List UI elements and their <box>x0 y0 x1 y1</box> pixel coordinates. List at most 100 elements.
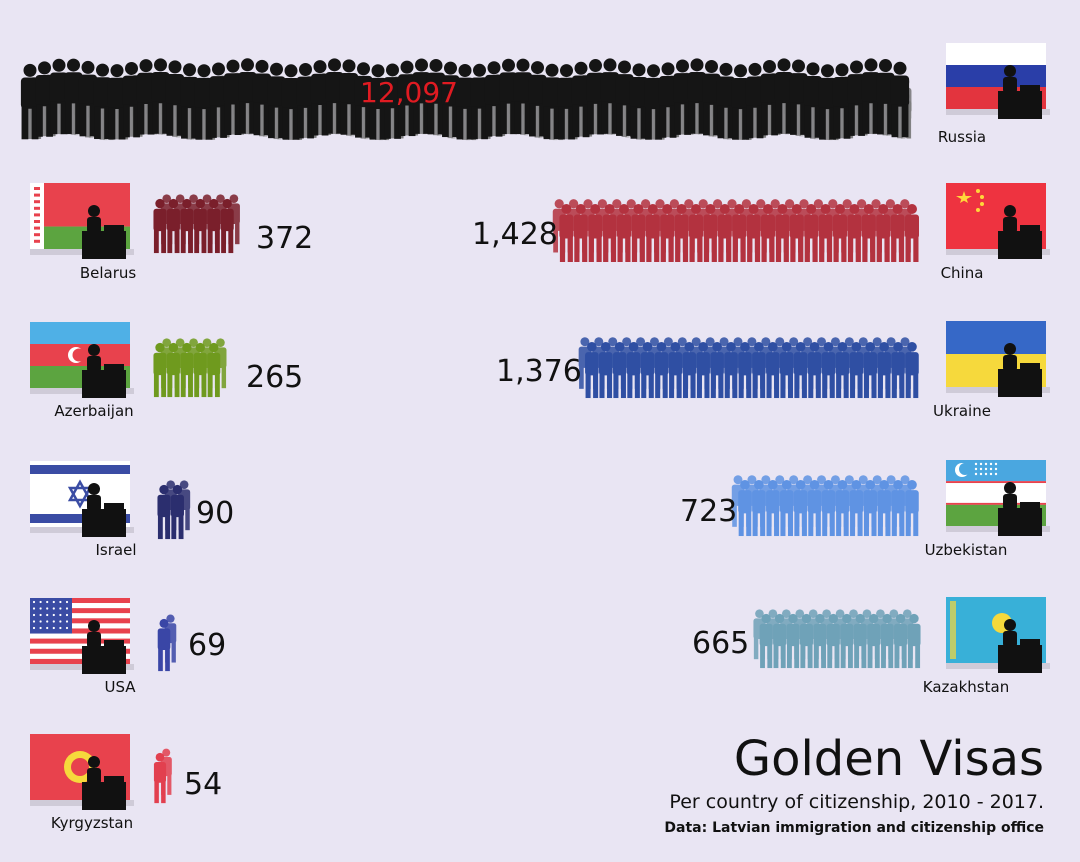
flag-kyrgyzstan <box>30 734 134 810</box>
person-icon-uzbekistan <box>766 479 780 537</box>
person-icon-china <box>617 204 631 262</box>
desk-icon <box>998 619 1042 673</box>
person-icon-russia <box>49 58 69 135</box>
person-icon-russia <box>281 64 301 140</box>
person-icon-china <box>660 204 675 262</box>
person-icon-china <box>631 204 646 262</box>
value-label-kyrgyzstan: 54 <box>184 767 223 802</box>
person-icon-russia <box>513 58 533 135</box>
person-icon-uzbekistan <box>779 479 794 537</box>
person-icon-ukraine <box>668 341 683 399</box>
person-icon-china <box>645 204 660 262</box>
person-icon-russia <box>731 64 750 140</box>
person-icon-ukraine <box>863 341 878 399</box>
flag-azerbaijan <box>30 322 134 398</box>
person-icon-kazakhstan <box>799 613 814 669</box>
person-icon-uzbekistan <box>877 479 891 537</box>
person-icon-russia <box>165 60 185 136</box>
person-icon-russia <box>876 59 895 135</box>
person-icon-russia <box>107 64 127 140</box>
desk-icon <box>998 65 1042 119</box>
person-icon-china <box>732 204 747 262</box>
person-icon-russia <box>455 64 475 140</box>
person-icon-russia <box>832 63 852 139</box>
person-icon-russia <box>615 60 634 136</box>
person-icon-russia <box>426 58 446 135</box>
chart-source: Data: Latvian immigration and citizenshi… <box>664 820 1044 836</box>
desk-icon <box>82 344 126 398</box>
person-icon-china <box>588 204 603 262</box>
person-icon-azerbaijan <box>193 342 207 398</box>
person-icon-russia <box>745 62 765 139</box>
country-label-kyrgyzstan: Kyrgyzstan <box>50 814 134 832</box>
person-icon-russia <box>93 63 112 140</box>
person-icon-russia <box>238 58 257 134</box>
person-icon-russia <box>20 63 40 140</box>
flag-belarus <box>30 183 134 259</box>
person-icon-russia <box>252 59 272 136</box>
value-label-russia: 12,097 <box>360 76 458 109</box>
person-icon-russia <box>542 63 562 140</box>
person-icon-russia <box>209 62 228 138</box>
person-icon-russia <box>78 60 98 137</box>
chart-title: Golden Visas <box>733 731 1044 787</box>
flag-usa <box>30 598 134 674</box>
person-icon-ukraine <box>682 341 697 399</box>
person-icon-kyrgyzstan <box>153 752 167 804</box>
person-icon-russia <box>890 61 910 138</box>
flag-uzbekistan <box>946 460 1050 536</box>
country-label-azerbaijan: Azerbaijan <box>54 402 134 420</box>
person-icon-ukraine <box>626 341 641 399</box>
person-icon-russia <box>687 58 707 134</box>
person-icon-russia <box>644 64 663 140</box>
person-icon-china <box>775 204 790 262</box>
country-label-uzbekistan: Uzbekistan <box>924 541 1008 559</box>
person-icon-ukraine <box>807 341 822 399</box>
value-label-kazakhstan: 665 <box>692 626 750 661</box>
desk-icon <box>82 620 126 674</box>
person-icon-usa <box>157 618 171 672</box>
person-icon-china <box>905 204 919 262</box>
person-icon-russia <box>267 62 286 139</box>
person-icon-kazakhstan <box>773 613 787 669</box>
country-label-kazakhstan: Kazakhstan <box>922 678 1010 696</box>
person-icon-belarus <box>220 198 234 254</box>
person-icon-kazakhstan <box>880 613 894 669</box>
person-icon-china <box>573 204 588 262</box>
person-icon-kazakhstan <box>867 613 881 669</box>
person-icon-russia <box>223 59 243 136</box>
person-icon-russia <box>136 59 156 135</box>
person-icon-russia <box>629 63 649 139</box>
person-icon-china <box>890 204 905 262</box>
person-icon-russia <box>658 62 678 138</box>
person-icon-kazakhstan <box>759 613 773 669</box>
person-icon-china <box>818 204 833 262</box>
person-icon-russia <box>484 61 504 137</box>
person-icon-kazakhstan <box>826 613 840 669</box>
person-icon-ukraine <box>612 341 627 399</box>
flag-kazakhstan <box>946 597 1050 673</box>
person-icon-belarus <box>166 198 180 254</box>
person-icon-china <box>559 204 574 262</box>
person-icon-ukraine <box>585 341 599 399</box>
value-label-ukraine: 1,376 <box>496 354 582 389</box>
person-icon-kazakhstan <box>894 613 908 669</box>
person-icon-russia <box>557 64 576 140</box>
flag-israel <box>30 461 134 537</box>
desk-icon <box>82 483 126 537</box>
person-icon-uzbekistan <box>752 479 766 537</box>
person-icon-russia <box>499 58 518 135</box>
person-icon-russia <box>847 60 866 136</box>
person-icon-israel <box>157 484 171 540</box>
person-icon-ukraine <box>877 341 891 399</box>
person-icon-azerbaijan <box>166 342 180 398</box>
person-icon-azerbaijan <box>153 342 167 398</box>
person-icon-russia <box>64 58 83 134</box>
person-icon-azerbaijan <box>180 342 194 398</box>
person-icon-israel <box>170 484 184 540</box>
person-icon-uzbekistan <box>835 479 850 537</box>
desk-icon <box>82 756 126 810</box>
country-label-belarus: Belarus <box>79 264 137 282</box>
person-icon-ukraine <box>793 341 808 399</box>
